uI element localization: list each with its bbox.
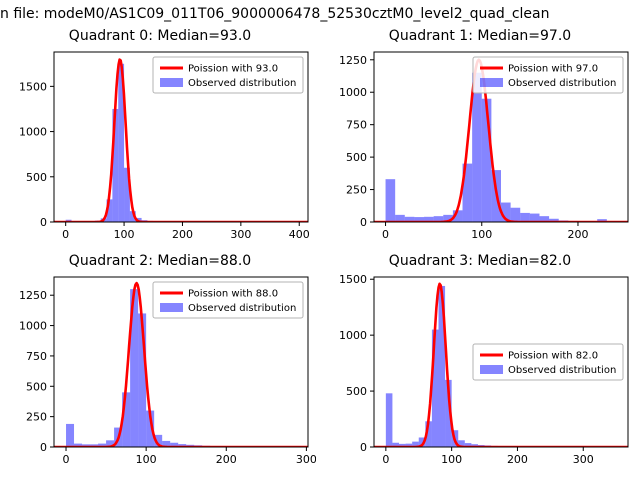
svg-text:0: 0 [382,228,389,241]
svg-text:0: 0 [63,453,70,466]
svg-text:500: 500 [346,385,367,398]
svg-text:0: 0 [40,216,47,229]
subplot-quadrant-3: Quadrant 3: Median=82.0 0 100 200 300 0 500 10… [320,251,640,476]
svg-text:1250: 1250 [339,54,367,67]
svg-text:1500: 1500 [339,273,367,286]
svg-text:0: 0 [62,228,69,241]
svg-text:1000: 1000 [339,86,367,99]
svg-text:100: 100 [441,453,462,466]
svg-text:Observed distribution: Observed distribution [508,365,616,376]
svg-text:Observed distribution: Observed distribution [188,303,296,314]
svg-text:750: 750 [346,119,367,132]
svg-text:750: 750 [26,350,47,363]
subplot-title-quadrant-0: Quadrant 0: Median=93.0 [68,28,252,44]
subplot-quadrant-0: Quadrant 0: Median=93.0 0 100 200 300 400 0 50… [0,26,320,251]
svg-text:Poission with 82.0: Poission with 82.0 [508,351,598,362]
quadrant-3-histogram-chart: 0 100 200 300 0 500 1000 1500 Poission with 82.0… [339,273,629,466]
subplot-quadrant-2: Quadrant 2: Median=88.0 0 100 200 300 0 250 50… [0,251,320,476]
svg-text:300: 300 [230,228,251,241]
svg-text:100: 100 [471,228,492,241]
svg-text:1000: 1000 [19,320,47,333]
svg-text:Poission with 93.0: Poission with 93.0 [188,64,278,75]
svg-text:Observed distribution: Observed distribution [508,78,616,89]
subplot-title-quadrant-1: Quadrant 1: Median=97.0 [388,28,572,44]
subplot-quadrant-1: Quadrant 1: Median=97.0 0 100 200 0 250 500 75… [320,26,640,251]
svg-text:1250: 1250 [19,289,47,302]
svg-text:200: 200 [567,228,588,241]
subplot-title-quadrant-3: Quadrant 3: Median=82.0 [388,253,572,269]
svg-text:1000: 1000 [19,126,47,139]
svg-text:0: 0 [360,216,367,229]
svg-text:200: 200 [507,453,528,466]
svg-text:250: 250 [26,411,47,424]
quadrant-1-histogram-chart: 0 100 200 0 250 500 750 1000 1250 Poission with 9… [339,51,629,241]
svg-text:500: 500 [26,380,47,393]
svg-text:Observed distribution: Observed distribution [188,78,296,89]
svg-text:500: 500 [26,171,47,184]
svg-text:100: 100 [136,453,157,466]
svg-text:0: 0 [382,453,389,466]
svg-text:100: 100 [114,228,135,241]
subplot-title-quadrant-2: Quadrant 2: Median=88.0 [68,253,252,269]
svg-text:200: 200 [216,453,237,466]
svg-text:500: 500 [346,151,367,164]
subplot-grid: Quadrant 0: Median=93.0 0 100 200 300 400 0 50… [0,26,640,478]
svg-text:Poission with 97.0: Poission with 97.0 [508,64,598,75]
quadrant-0-histogram-chart: 0 100 200 300 400 0 500 1000 1500 Poission with 9… [19,51,310,241]
svg-text:0: 0 [40,441,47,454]
svg-text:1000: 1000 [339,329,367,342]
svg-text:200: 200 [172,228,193,241]
svg-text:400: 400 [289,228,310,241]
quadrant-2-histogram-chart: 0 100 200 300 0 250 500 750 1000 1250 Poission wit… [19,276,316,466]
svg-text:0: 0 [360,441,367,454]
svg-text:1500: 1500 [19,80,47,93]
figure-title: n file: modeM0/AS1C09_011T06_9000006478_… [0,6,550,22]
svg-text:Poission with 88.0: Poission with 88.0 [188,289,278,300]
svg-text:300: 300 [296,453,316,466]
svg-text:250: 250 [346,184,367,197]
svg-text:300: 300 [573,453,594,466]
